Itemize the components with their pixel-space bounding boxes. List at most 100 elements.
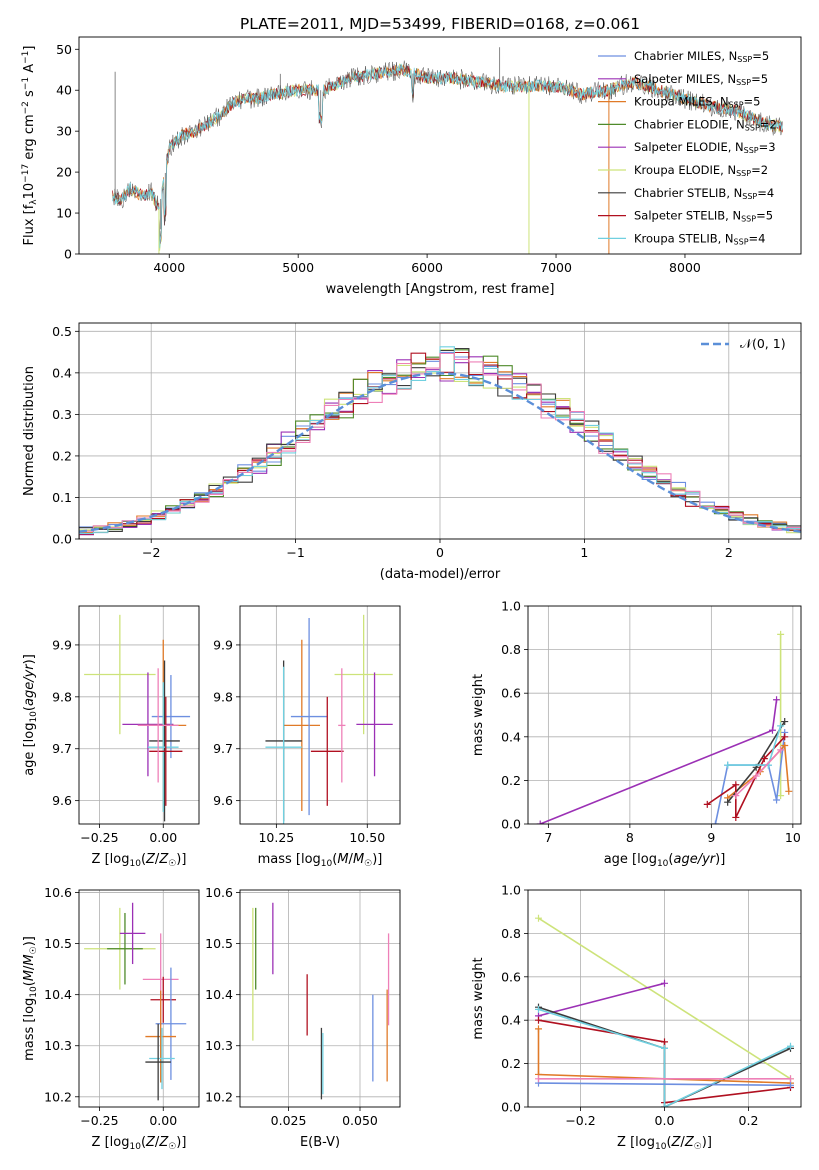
mass-weight-line [538, 982, 665, 1017]
axes-frame [239, 889, 401, 1108]
gauss-curve [79, 372, 801, 533]
x-tick-label: 10.50 [349, 830, 385, 845]
y-tick-label: 0.4 [52, 365, 72, 380]
y-tick-label: 0.4 [501, 729, 521, 744]
legend-entry: Salpeter STELIB, NSSP=5 [634, 209, 773, 224]
mass-weight-marker [724, 798, 732, 806]
plot-area [79, 606, 199, 824]
mass-weight-marker [787, 1042, 794, 1050]
chart-age_vs_mass: 10.25 10.50 9.6 9.7 9.8 9.9 mass [log10(M/M☉)] [213, 605, 401, 869]
y-tick-label: 10.3 [205, 1038, 233, 1053]
x-tick-label: 0 [436, 545, 444, 560]
axes-frame [78, 322, 802, 540]
y-tick-label: 0.0 [501, 1100, 521, 1115]
axes-frame [78, 36, 802, 255]
axes-frame [78, 889, 200, 1108]
plot-area [79, 323, 801, 539]
mass-weight-marker [661, 979, 668, 987]
y-tick-label: 10.2 [44, 1089, 72, 1104]
y-axis-label: age [log10(age/yr)] [22, 654, 39, 776]
chart-mass_vs_Z: −0.25 0.00 10.2 10.3 10.4 10.5 10.6 Z [log10(Z/… [22, 885, 200, 1152]
x-tick-label: 0.00 [149, 830, 177, 845]
y-tick-label: 9.8 [213, 689, 233, 704]
x-tick-label: −0.25 [80, 830, 118, 845]
x-axis-label: Z [log10(Z/Z☉)] [92, 1135, 187, 1152]
histogram-series [79, 352, 801, 539]
mass-weight-marker [535, 1075, 542, 1083]
y-tick-label: 0.0 [52, 532, 72, 547]
spectrum-line [112, 60, 783, 241]
mass-weight-marker [732, 792, 740, 800]
legend-entry: Chabrier ELODIE, NSSP=2 [634, 117, 777, 132]
y-tick-label: 10.6 [44, 885, 72, 900]
mass-weight-marker [777, 746, 785, 754]
chart-spectrum: 4000 5000 6000 7000 8000 0 10 20 30 40 50 wavelengt… [21, 36, 802, 297]
spectrum-line [112, 63, 783, 251]
chart-massweight_vs_Z: −0.2 0.0 0.2 0.0 0.2 0.4 0.6 0.8 1.0 Z [log10(Z/Z… [471, 883, 802, 1152]
plot-area [240, 890, 400, 1107]
mass-weight-marker [732, 813, 740, 821]
y-tick-label: 0.0 [501, 817, 521, 832]
chart-mass_vs_ebv: 0.025 0.050 10.2 10.3 10.4 10.5 10.6 E(B-V) [205, 885, 401, 1150]
legend-entry: Kroupa MILES, NSSP=5 [634, 95, 760, 110]
mass-weight-line [538, 1008, 791, 1107]
mass-weight-marker [724, 761, 732, 769]
mass-weight-marker [787, 1075, 794, 1083]
plot-area [240, 606, 400, 824]
x-axis-label: wavelength [Angstrom, rest frame] [326, 282, 555, 297]
spectrum-line [112, 63, 783, 249]
mass-weight-marker [777, 630, 785, 638]
mass-weight-marker [661, 1103, 668, 1107]
x-tick-label: 4000 [153, 260, 185, 275]
chart-age_vs_Z: −0.25 0.00 9.6 9.7 9.8 9.9 Z [log10(Z/Z☉)] age … [22, 605, 200, 869]
y-tick-label: 0.8 [501, 926, 521, 941]
mass-weight-marker [535, 1005, 542, 1013]
x-tick-label: 10 [785, 830, 801, 845]
chart-residual_hist: −2 −1 0 1 2 0.0 0.1 0.2 0.3 0.4 0.5 (data-model)/er… [22, 322, 802, 582]
x-axis-label: E(B-V) [300, 1135, 340, 1150]
x-tick-label: −2 [142, 545, 160, 560]
axes-frame [527, 605, 802, 825]
y-tick-label: 0 [64, 247, 72, 262]
axes-frame [527, 889, 802, 1108]
x-tick-label: 0.025 [271, 1113, 307, 1128]
y-axis-label: mass weight [471, 957, 486, 1039]
y-tick-label: 1.0 [501, 883, 521, 898]
mass-weight-marker [787, 1081, 794, 1089]
legend-entry: Chabrier MILES, NSSP=5 [634, 49, 769, 64]
mass-weight-marker [773, 696, 781, 704]
mass-weight-marker [785, 787, 793, 795]
y-tick-label: 30 [56, 124, 72, 139]
mass-weight-marker [781, 733, 789, 741]
x-tick-label: 9 [707, 830, 715, 845]
y-tick-label: 9.9 [213, 637, 233, 652]
x-axis-label: age [log10(age/yr)] [604, 852, 726, 869]
y-tick-label: 10.4 [44, 987, 72, 1002]
y-tick-label: 20 [56, 165, 72, 180]
legend-entry: Chabrier STELIB, NSSP=4 [634, 186, 774, 201]
y-tick-label: 10.2 [205, 1089, 233, 1104]
x-tick-label: 0.0 [655, 1113, 675, 1128]
x-axis-label: Z [log10(Z/Z☉)] [617, 1135, 712, 1152]
x-tick-label: −0.2 [565, 1113, 595, 1128]
legend-entry: Kroupa ELODIE, NSSP=2 [634, 163, 768, 178]
y-tick-label: 10.5 [205, 936, 233, 951]
mass-weight-marker [711, 820, 719, 824]
y-axis-label: Flux [fλ10−17 erg cm−2 s−1 A−1] [21, 46, 39, 246]
y-tick-label: 9.7 [52, 741, 72, 756]
y-tick-label: 9.9 [52, 637, 72, 652]
plot-area [528, 890, 801, 1107]
mass-weight-marker [536, 820, 544, 824]
y-tick-label: 0.4 [501, 1013, 521, 1028]
y-tick-label: 0.6 [501, 686, 521, 701]
mass-weight-marker [661, 1044, 668, 1052]
y-tick-label: 9.7 [213, 741, 233, 756]
mass-weight-marker [777, 792, 785, 800]
y-tick-label: 9.6 [213, 793, 233, 808]
mass-weight-marker [535, 1025, 542, 1033]
y-tick-label: 10.4 [205, 987, 233, 1002]
mass-weight-marker [781, 718, 789, 726]
x-tick-label: 8000 [669, 260, 701, 275]
y-tick-label: 10 [56, 206, 72, 221]
y-tick-label: 9.8 [52, 689, 72, 704]
